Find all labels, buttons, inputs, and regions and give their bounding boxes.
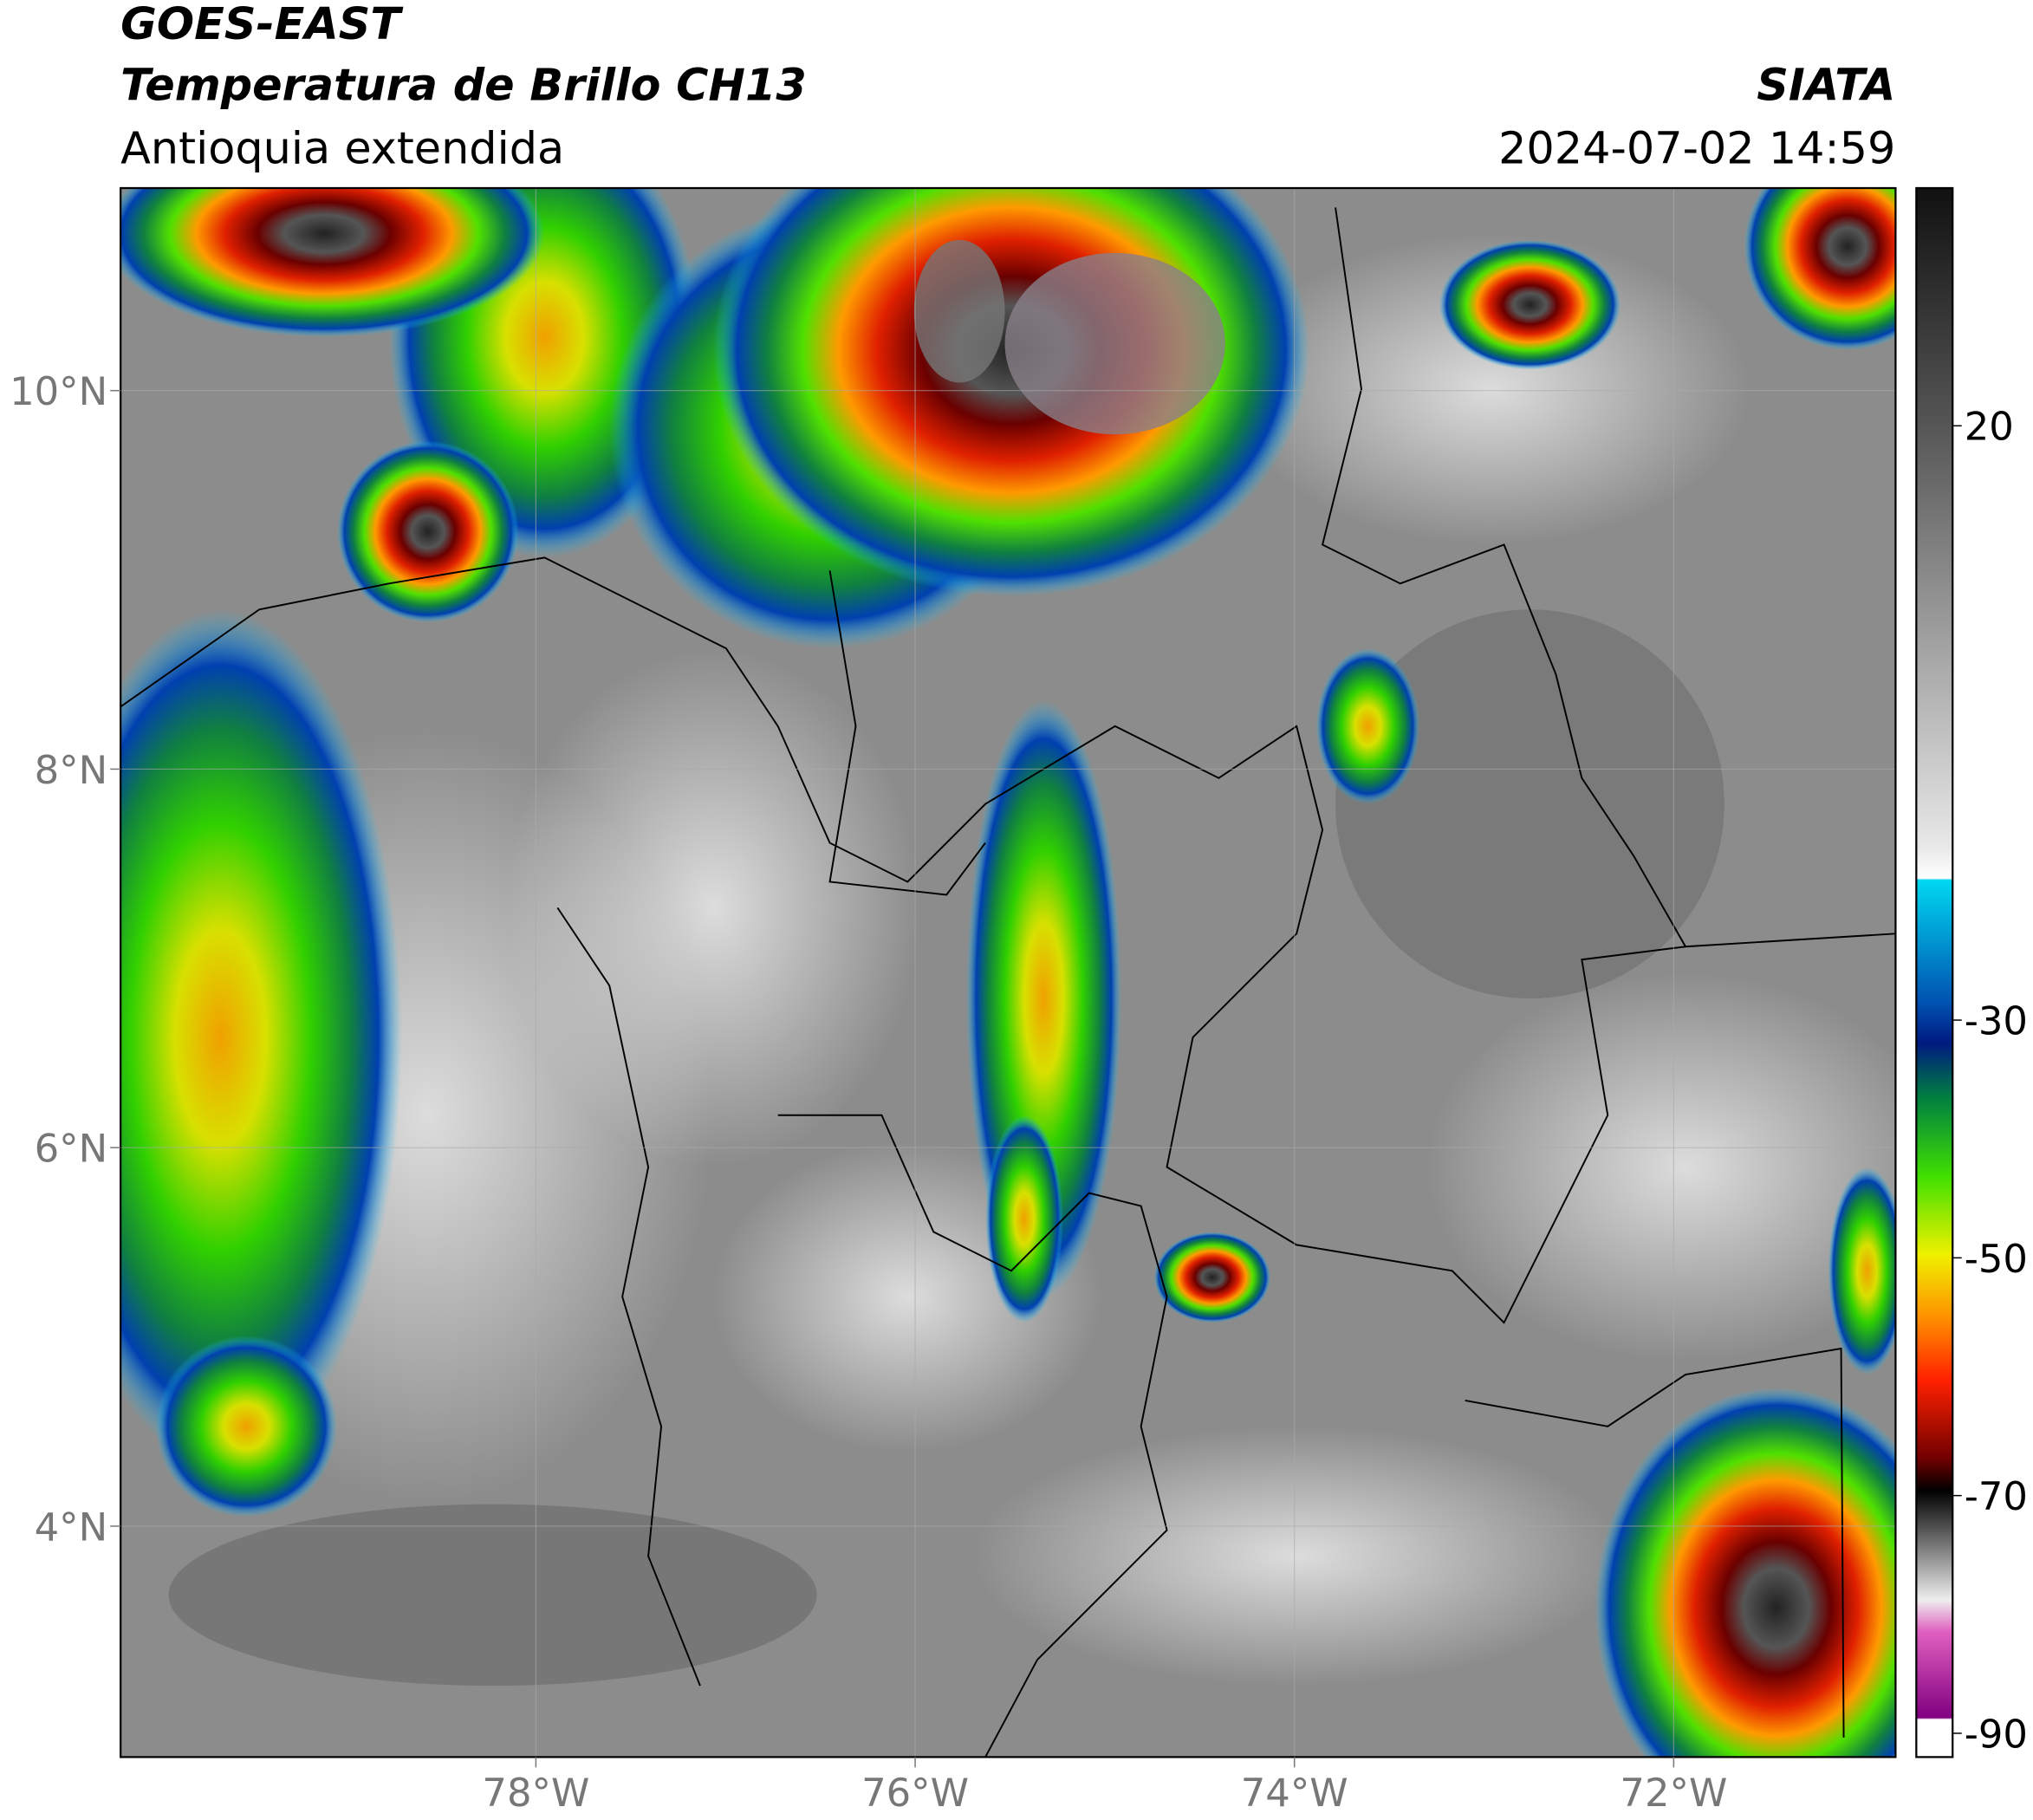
- grid: [120, 188, 1896, 1758]
- y-tick-label: 4°N: [35, 1504, 108, 1550]
- colorbar-tick-label: -30: [1965, 998, 2028, 1044]
- colorbar-tick-label: 20: [1965, 404, 2014, 450]
- colorbar: [1915, 186, 1954, 1758]
- datetime: 2024-07-02 14:59: [1498, 123, 1895, 174]
- y-tick-label: 8°N: [35, 747, 108, 793]
- map-frame: [120, 186, 1897, 1758]
- subtitle: Temperatura de Brillo CH13: [120, 59, 807, 110]
- colorbar-tick-label: -50: [1965, 1236, 2028, 1282]
- x-tick-label: 76°W: [861, 1770, 969, 1816]
- clouds: [142, 233, 1896, 1687]
- y-tick-label: 10°N: [10, 368, 107, 414]
- y-tick-label: 6°N: [35, 1126, 108, 1172]
- source: SIATA: [1757, 59, 1895, 110]
- storms: [120, 188, 1896, 1758]
- title: GOES-EAST: [120, 0, 404, 49]
- colorbar-tick-label: -90: [1965, 1711, 2028, 1757]
- map-area: [120, 188, 1896, 1758]
- region: Antioquia extendida: [120, 123, 564, 174]
- x-tick-label: 78°W: [482, 1770, 589, 1816]
- colorbar-tick-label: -70: [1965, 1473, 2028, 1519]
- x-tick-label: 72°W: [1620, 1770, 1727, 1816]
- x-tick-label: 74°W: [1241, 1770, 1348, 1816]
- borders: [120, 207, 1896, 1758]
